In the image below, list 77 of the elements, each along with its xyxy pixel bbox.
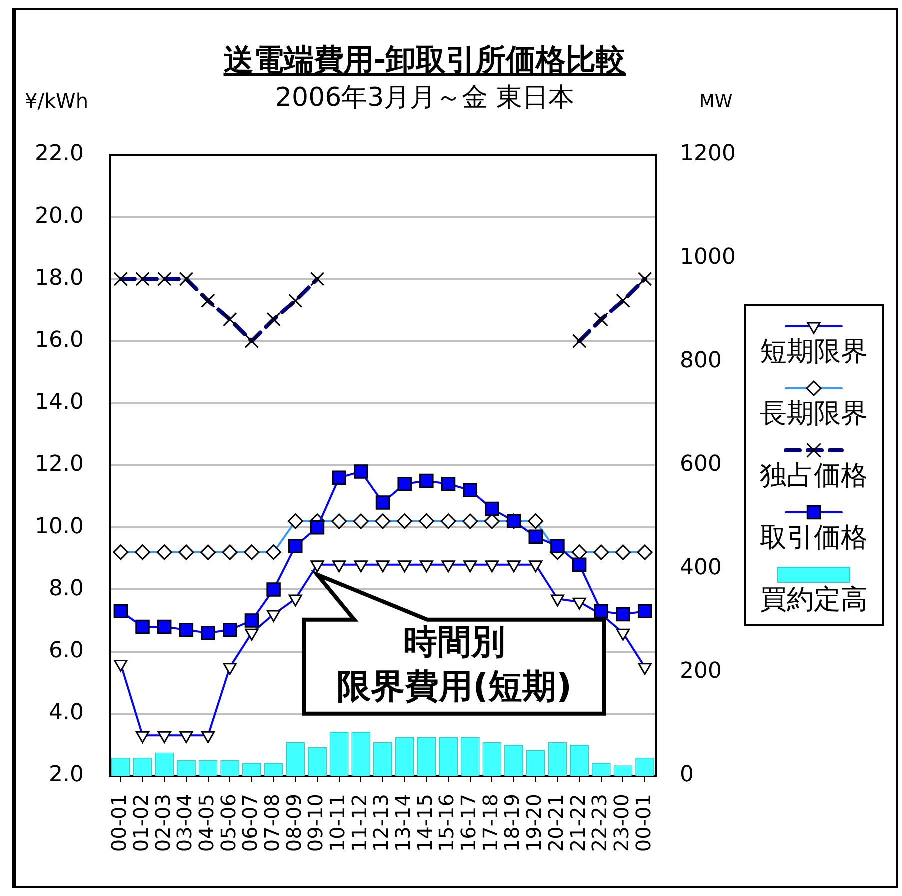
y-tick-label: 8.0 (49, 576, 84, 602)
legend-label: 独占価格 (760, 460, 868, 492)
point (398, 477, 412, 492)
y-tick-label: 2.0 (49, 762, 84, 788)
y-tick-label: 22.0 (35, 142, 84, 167)
y2-tick-label: 1200 (680, 142, 736, 167)
point (376, 496, 390, 510)
x-tick-label: 06-07 (238, 794, 262, 852)
point (201, 626, 216, 640)
y-tick-label: 4.0 (49, 700, 84, 726)
point (332, 470, 346, 486)
x-tick-label: 14-15 (412, 794, 437, 852)
point (310, 520, 325, 535)
point (638, 604, 652, 619)
y-axis-title: ¥/kWh (25, 89, 88, 114)
point (485, 502, 500, 516)
legend-label: 短期限界 (760, 336, 868, 368)
y2-tick-label: 1000 (680, 245, 736, 270)
y2-tick-label: 200 (680, 659, 722, 684)
chart-title: 送電端費用-卸取引所価格比較 (224, 43, 626, 78)
x-tick-label: 15-16 (434, 794, 459, 852)
x-tick-label: 17-18 (478, 794, 502, 852)
x-tick-label: 16-17 (456, 794, 481, 852)
x-tick-label: 05-06 (216, 794, 240, 852)
y2-tick-label: 0 (680, 762, 694, 788)
y-tick-label: 14.0 (35, 390, 84, 416)
y2-tick-label: 600 (680, 452, 722, 478)
point (528, 530, 543, 544)
y2-tick-label: 800 (680, 348, 722, 374)
x-tick-label: 19-20 (522, 794, 546, 852)
point (463, 483, 478, 498)
x-tick-label: 07-08 (260, 794, 284, 852)
annotation: 時間別限界費用(短期) (336, 622, 572, 708)
x-tick-label: 04-05 (194, 794, 218, 852)
point (266, 582, 281, 597)
legend-label: 取引価格 (760, 522, 868, 554)
x-tick-label: 11-12 (347, 794, 372, 852)
point (223, 622, 238, 638)
point (441, 477, 456, 492)
y-tick-label: 12.0 (35, 452, 84, 478)
point (354, 464, 368, 479)
x-tick-label: 20-21 (544, 794, 568, 852)
y-tick-label: 10.0 (35, 514, 84, 540)
x-tick-label: 03-04 (172, 794, 197, 852)
point (550, 539, 565, 554)
x-tick-label: 18-19 (500, 794, 524, 852)
y-tick-label: 16.0 (35, 328, 84, 354)
x-tick-label: 22-23 (588, 794, 612, 852)
y-tick-label: 20.0 (35, 204, 84, 229)
point (244, 614, 260, 628)
point (157, 620, 172, 634)
point (616, 607, 630, 622)
x-tick-label: 00-01 (631, 794, 656, 852)
x-tick-label: 13-14 (391, 794, 416, 852)
x-tick-label: 08-09 (282, 794, 306, 852)
x-tick-label: 12-13 (369, 794, 394, 852)
point (136, 620, 150, 634)
x-tick-label: 00-01 (107, 794, 132, 852)
y-tick-label: 6.0 (49, 638, 84, 664)
point (594, 604, 609, 619)
x-tick-label: 01-02 (128, 794, 153, 852)
x-tick-label: 21-22 (566, 794, 590, 852)
x-tick-label: 23-00 (609, 794, 634, 852)
y2-tick-label: 400 (680, 556, 722, 581)
y-tick-label: 18.0 (35, 266, 84, 291)
y2-axis-title: MW (699, 92, 733, 113)
point (114, 604, 128, 619)
x-tick-label: 02-03 (150, 794, 175, 852)
point (288, 539, 303, 554)
point (572, 558, 587, 572)
legend-label: 長期限界 (760, 398, 868, 430)
x-tick-label: 10-11 (326, 794, 350, 852)
point (179, 622, 194, 638)
chart-subtitle: 2006年3月月～金 東日本 (276, 83, 574, 113)
x-tick-label: 09-10 (304, 794, 328, 852)
legend-label: 買約定高 (760, 584, 868, 616)
point (420, 474, 434, 488)
